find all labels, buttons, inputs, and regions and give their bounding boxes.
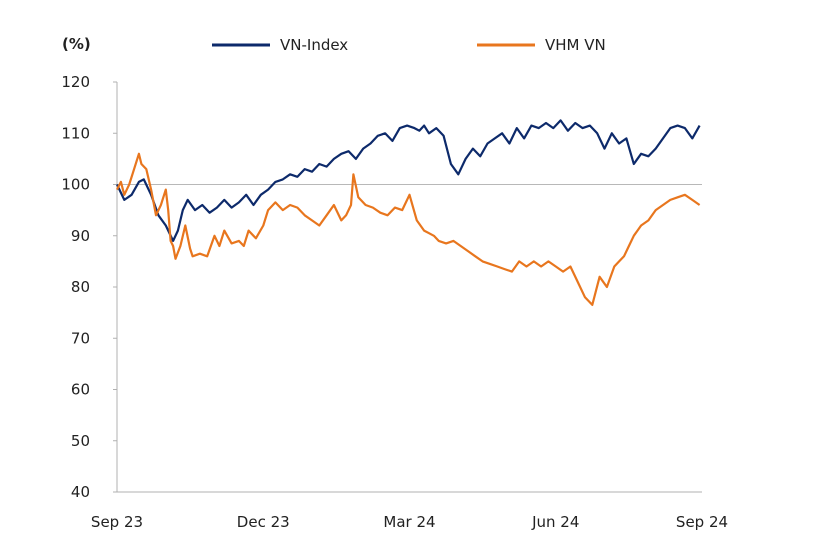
x-tick-label: Sep 23 <box>91 513 143 531</box>
y-tick-label: 90 <box>71 227 90 245</box>
y-ticks: 40 50 60 70 80 90 100 110 120 <box>61 73 117 501</box>
series-lines <box>116 119 701 306</box>
x-tick-label: Dec 23 <box>237 513 290 531</box>
y-tick-label: 80 <box>71 278 90 296</box>
legend-label-vhm-vn: VHM VN <box>545 36 606 54</box>
x-ticks: Sep 23 Dec 23 Mar 24 Jun 24 Sep 24 <box>91 513 728 531</box>
legend: VN-Index VHM VN <box>212 36 606 54</box>
x-tick-label: Mar 24 <box>383 513 435 531</box>
y-tick-label: 100 <box>61 176 90 194</box>
y-tick-label: 70 <box>71 329 90 347</box>
y-tick-label: 50 <box>71 432 90 450</box>
x-tick-label: Jun 24 <box>531 513 579 531</box>
series-line-vhm-vn <box>116 152 701 306</box>
series-line-vn-index <box>116 119 701 242</box>
y-tick-label: 110 <box>61 124 90 142</box>
y-tick-label: 40 <box>71 483 90 501</box>
y-tick-label: 120 <box>61 73 90 91</box>
y-unit-label: (%) <box>62 35 91 53</box>
legend-label-vn-index: VN-Index <box>280 36 348 54</box>
x-tick-label: Sep 24 <box>676 513 728 531</box>
y-tick-label: 60 <box>71 381 90 399</box>
